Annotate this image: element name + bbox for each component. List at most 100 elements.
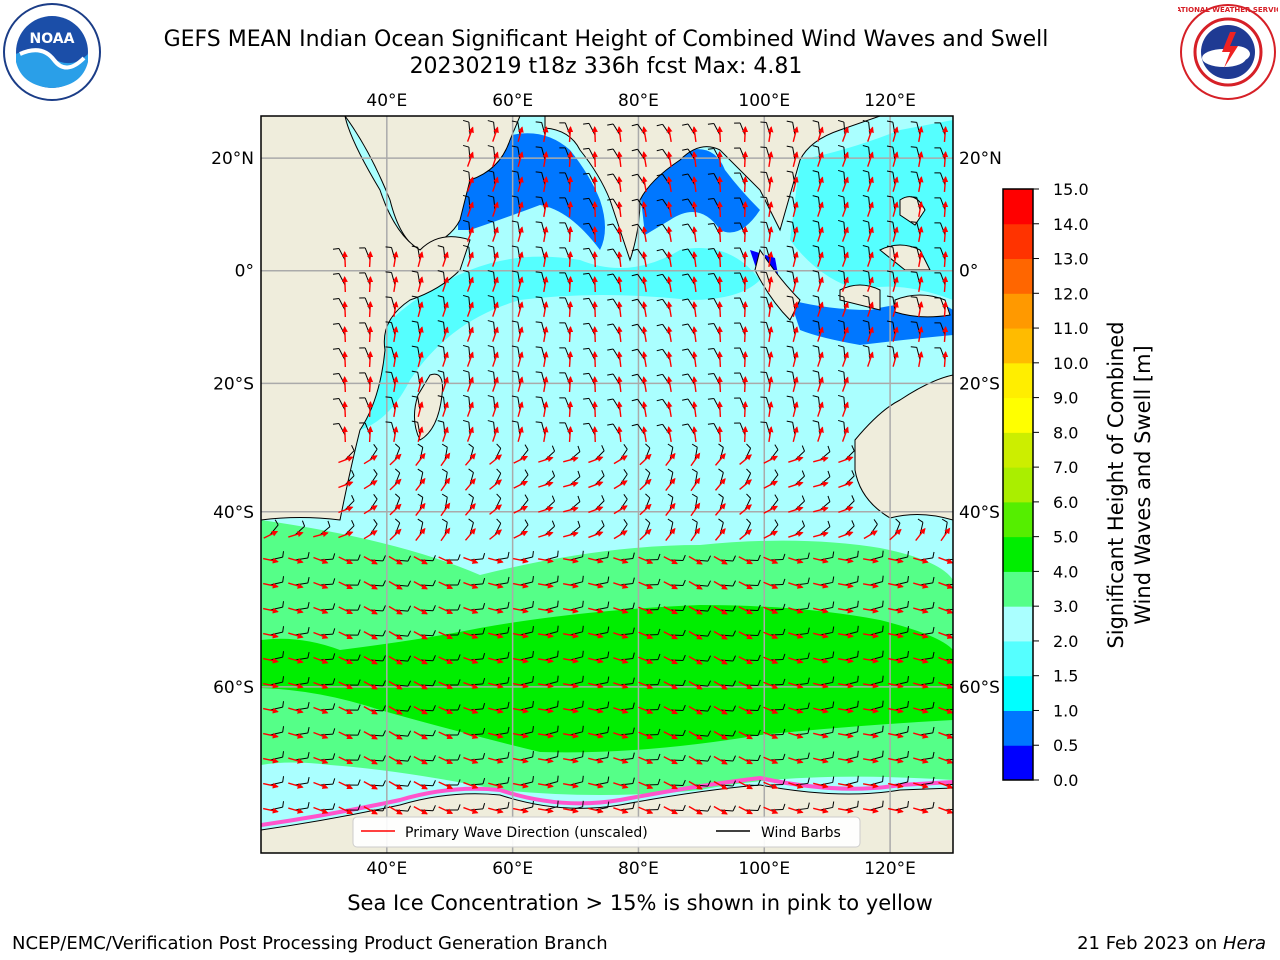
wave-direction-arrow <box>542 326 549 343</box>
wave-direction-arrow <box>513 455 529 464</box>
footer-date-text: 21 Feb 2023 on <box>1077 933 1223 954</box>
wave-direction-arrow <box>663 681 678 690</box>
wave-direction-arrow <box>389 503 402 516</box>
wave-direction-arrow <box>713 580 728 590</box>
wind-barb <box>544 520 556 536</box>
wind-barb <box>682 398 696 411</box>
wind-barb <box>656 123 671 136</box>
colorbar-tick-label: 7.0 <box>1053 458 1078 477</box>
wave-direction-arrow <box>742 201 749 218</box>
wave-direction-arrow <box>591 251 598 268</box>
wave-direction-arrow <box>638 756 654 764</box>
wave-direction-arrow <box>862 682 879 689</box>
wave-direction-arrow <box>338 656 354 665</box>
wave-direction-arrow <box>788 782 804 789</box>
wave-direction-arrow <box>742 301 749 318</box>
colorbar-tick-label: 3.0 <box>1053 597 1078 616</box>
wave-direction-arrow <box>738 706 754 715</box>
wave-direction-arrow <box>763 455 779 464</box>
wave-direction-arrow <box>813 782 829 789</box>
wave-direction-arrow <box>591 351 598 368</box>
wave-direction-arrow <box>837 582 854 589</box>
wave-direction-arrow <box>263 782 279 789</box>
colorbar-swatch <box>1003 675 1033 711</box>
wave-direction-arrow <box>641 126 648 143</box>
wave-direction-arrow <box>389 453 402 466</box>
wave-direction-arrow <box>917 201 924 218</box>
wave-direction-arrow <box>841 226 849 242</box>
wave-direction-arrow <box>739 529 752 540</box>
wind-barb <box>682 223 696 236</box>
wave-direction-arrow <box>867 126 874 142</box>
chart-title: GEFS MEAN Indian Ocean Significant Heigh… <box>163 27 1049 52</box>
wave-direction-arrow <box>665 452 676 466</box>
wave-direction-arrow <box>588 707 604 714</box>
wave-direction-arrow <box>563 506 579 513</box>
wave-direction-arrow <box>392 401 399 418</box>
wave-direction-arrow <box>763 581 779 589</box>
wave-direction-arrow <box>537 632 554 639</box>
wave-direction-arrow <box>863 530 878 540</box>
wave-direction-arrow <box>792 326 799 342</box>
wave-direction-arrow <box>513 530 529 539</box>
wave-direction-arrow <box>537 782 554 789</box>
wave-direction-arrow <box>537 732 554 739</box>
nws-ring-text: NATIONAL WEATHER SERVICE <box>1178 6 1278 14</box>
wave-direction-arrow <box>788 807 804 814</box>
wind-barb <box>594 520 605 536</box>
wave-direction-arrow <box>913 632 929 639</box>
wave-direction-arrow <box>363 655 378 665</box>
wave-direction-arrow <box>691 201 698 218</box>
wave-direction-arrow <box>417 276 424 292</box>
right-lat-label: 40°S <box>959 503 1000 523</box>
wave-direction-arrow <box>817 226 824 242</box>
wave-direction-arrow <box>813 807 829 814</box>
wave-direction-arrow <box>517 326 524 342</box>
wave-direction-arrow <box>663 656 678 665</box>
wave-direction-arrow <box>492 326 499 342</box>
wave-direction-arrow <box>463 631 479 639</box>
wind-barb <box>656 298 671 311</box>
wave-direction-arrow <box>813 582 829 589</box>
wave-direction-arrow <box>363 630 378 640</box>
wave-direction-arrow <box>638 681 654 689</box>
wave-direction-arrow <box>813 757 829 764</box>
wave-direction-arrow <box>716 151 723 168</box>
wave-direction-arrow <box>413 781 428 790</box>
wave-direction-arrow <box>263 632 279 639</box>
wave-direction-arrow <box>463 656 479 664</box>
wave-direction-arrow <box>713 630 728 640</box>
colorbar-swatch <box>1003 606 1033 642</box>
wave-direction-arrow <box>313 806 329 814</box>
land-madagascar <box>414 373 443 441</box>
wave-direction-arrow <box>767 301 774 318</box>
wave-direction-arrow <box>738 681 754 690</box>
wave-direction-arrow <box>841 376 849 392</box>
wave-direction-arrow <box>392 276 399 293</box>
colorbar-tick-label: 1.0 <box>1053 701 1078 720</box>
wave-direction-arrow <box>788 456 804 463</box>
wave-direction-arrow <box>813 607 829 614</box>
wave-direction-arrow <box>588 582 604 589</box>
noaa-logo: NOAA <box>3 3 101 101</box>
wave-direction-arrow <box>742 351 749 368</box>
wave-direction-arrow <box>892 301 899 317</box>
wave-direction-arrow <box>466 326 474 342</box>
wave-direction-arrow <box>688 680 703 690</box>
wave-direction-arrow <box>817 176 824 192</box>
wave-direction-arrow <box>588 782 604 789</box>
wave-direction-arrow <box>690 527 701 542</box>
wave-direction-arrow <box>591 126 598 143</box>
wave-direction-arrow <box>867 251 874 267</box>
wave-direction-arrow <box>867 326 874 342</box>
colorbar-tick-label: 14.0 <box>1053 215 1089 234</box>
wave-direction-arrow <box>690 452 701 467</box>
wave-direction-arrow <box>716 201 723 218</box>
wave-height-band-4-5m <box>261 605 953 753</box>
wind-barb <box>656 198 671 211</box>
wave-direction-arrow <box>338 531 354 539</box>
wave-direction-arrow <box>792 176 799 192</box>
wave-direction-arrow <box>788 506 804 513</box>
wave-direction-arrow <box>666 301 673 318</box>
wave-direction-arrow <box>841 351 849 367</box>
